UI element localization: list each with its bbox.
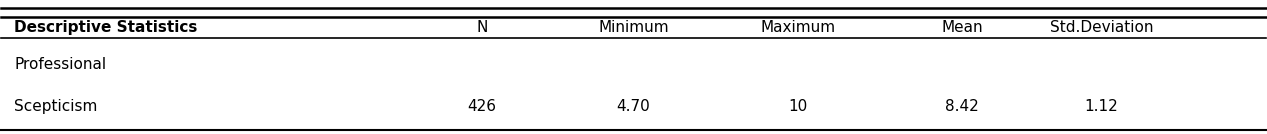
Text: Minimum: Minimum [598, 20, 669, 35]
Text: 426: 426 [468, 99, 497, 114]
Text: Scepticism: Scepticism [14, 99, 98, 114]
Text: Descriptive Statistics: Descriptive Statistics [14, 20, 198, 35]
Text: Std.Deviation: Std.Deviation [1049, 20, 1153, 35]
Text: 10: 10 [788, 99, 807, 114]
Text: N: N [476, 20, 488, 35]
Text: 8.42: 8.42 [945, 99, 979, 114]
Text: Professional: Professional [14, 57, 106, 72]
Text: 1.12: 1.12 [1085, 99, 1119, 114]
Text: 4.70: 4.70 [617, 99, 650, 114]
Text: Mean: Mean [941, 20, 983, 35]
Text: Maximum: Maximum [760, 20, 835, 35]
